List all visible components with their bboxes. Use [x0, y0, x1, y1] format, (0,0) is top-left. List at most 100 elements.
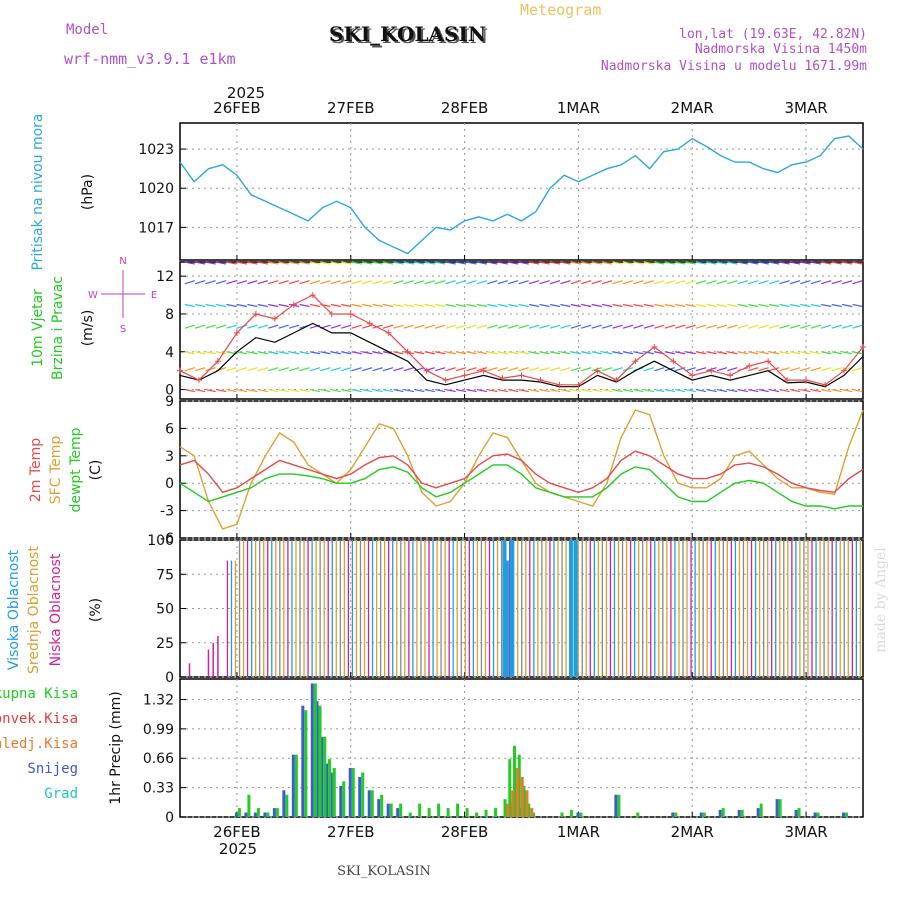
compass-n-label: N	[119, 256, 126, 267]
wind-arrow	[424, 324, 435, 329]
wind-arrow	[560, 351, 571, 355]
precip-bar	[351, 768, 355, 817]
wind-arrow	[549, 367, 561, 372]
precip-legend-item: Zaledj.Kisa	[0, 736, 78, 752]
precip-bar	[446, 808, 450, 817]
top-time-label: 28FEB	[441, 99, 488, 117]
wind-arrow	[800, 324, 811, 329]
wind-arrow	[622, 261, 634, 265]
wind-arrow	[800, 367, 811, 372]
precip-bar	[775, 799, 779, 817]
wind-arrow	[351, 303, 362, 308]
precip-bar	[794, 809, 798, 817]
precip-legend-item: Grad	[44, 786, 78, 802]
wind-arrow	[591, 367, 602, 372]
wind-arrow	[675, 261, 686, 265]
wind-speed-marker	[765, 358, 772, 365]
wind-arrow	[570, 261, 581, 265]
wind-arrow	[184, 303, 195, 308]
y-tick-label: 0.99	[143, 722, 174, 738]
wind-arrow	[716, 351, 728, 355]
temp-unit-label: (C)	[88, 460, 104, 481]
wind-arrow	[320, 367, 331, 372]
wind-arrow	[706, 261, 717, 265]
wind-arrow	[622, 324, 634, 329]
wind-arrow	[549, 388, 561, 393]
wind-arrow	[695, 261, 707, 265]
wind-arrow	[737, 324, 748, 329]
precip-bar	[263, 812, 267, 817]
precip-bar	[531, 812, 535, 817]
wind-arrow	[351, 324, 362, 329]
top-year-label: 2025	[227, 84, 265, 102]
wind-arrow	[685, 280, 696, 285]
precip-bar	[797, 808, 801, 817]
wind-arrow	[299, 261, 310, 265]
bottom-time-label: 2MAR	[671, 823, 714, 841]
wind-arrow	[341, 324, 352, 329]
wind-arrow	[842, 303, 853, 308]
wind-arrow	[789, 367, 801, 372]
wind-arrow	[476, 261, 488, 265]
precip-bar	[367, 790, 371, 817]
y-tick-label: 9	[165, 394, 174, 410]
wind-arrow	[247, 303, 258, 308]
precip-bar	[294, 754, 298, 817]
wind-arrow	[382, 261, 394, 265]
wind-arrow	[497, 261, 508, 265]
wind-arrow	[466, 324, 477, 329]
wind-arrow	[841, 280, 853, 285]
wind-arrow	[288, 280, 300, 285]
wind-arrow	[435, 367, 446, 372]
precip-bar	[721, 808, 725, 817]
wind-arrow	[341, 351, 352, 355]
wind-arrow	[455, 367, 467, 372]
wind-arrow	[821, 324, 832, 329]
wind-arrow	[508, 388, 519, 393]
precip-bar	[310, 683, 314, 817]
y-tick-label: 12	[156, 269, 174, 285]
wind-arrow	[508, 351, 519, 355]
precip-bar	[234, 812, 238, 817]
y-tick-label: 1023	[138, 142, 174, 158]
wind-arrow	[842, 351, 853, 355]
precip-bar	[272, 808, 276, 817]
precip-bar	[313, 683, 317, 817]
dewpt-line	[179, 464, 863, 510]
panel-frame	[179, 400, 864, 539]
wind-arrow	[508, 261, 519, 265]
precip-bar	[702, 812, 706, 817]
precip-bar	[244, 812, 248, 817]
wind-arrow	[341, 367, 352, 372]
wind-arrow	[341, 303, 352, 308]
wind-arrow	[361, 280, 373, 285]
wind-arrow	[528, 324, 540, 329]
panel-wind: 0 4 8 12	[156, 261, 866, 400]
wind-arrow	[268, 351, 279, 355]
y-tick-label: 6	[165, 421, 174, 437]
wind-arrow	[779, 261, 790, 265]
wind-arrow	[602, 261, 613, 265]
wind-arrow	[351, 280, 362, 285]
wind-arrow	[247, 324, 258, 329]
wind-arrow	[236, 324, 248, 329]
wind-arrow	[362, 351, 373, 355]
wind-arrow	[268, 388, 279, 393]
wind-arrow	[247, 280, 258, 285]
precip-bar	[740, 809, 744, 817]
wind-arrow	[852, 351, 863, 355]
precip-bar	[718, 809, 722, 817]
wind-arrow	[643, 324, 655, 329]
wind-arrow	[476, 367, 488, 372]
precip-bar	[494, 808, 498, 817]
wind-arrow	[831, 324, 842, 329]
wind-speed-marker	[423, 367, 430, 374]
pressure-line	[179, 135, 864, 255]
wind-arrow	[768, 280, 780, 285]
wind-arrow	[215, 261, 227, 265]
wind-arrow	[591, 324, 602, 329]
wind-arrow	[633, 303, 644, 308]
y-tick-label: 100	[147, 533, 174, 549]
wind-arrow	[748, 351, 759, 355]
wind-arrow	[497, 367, 508, 372]
